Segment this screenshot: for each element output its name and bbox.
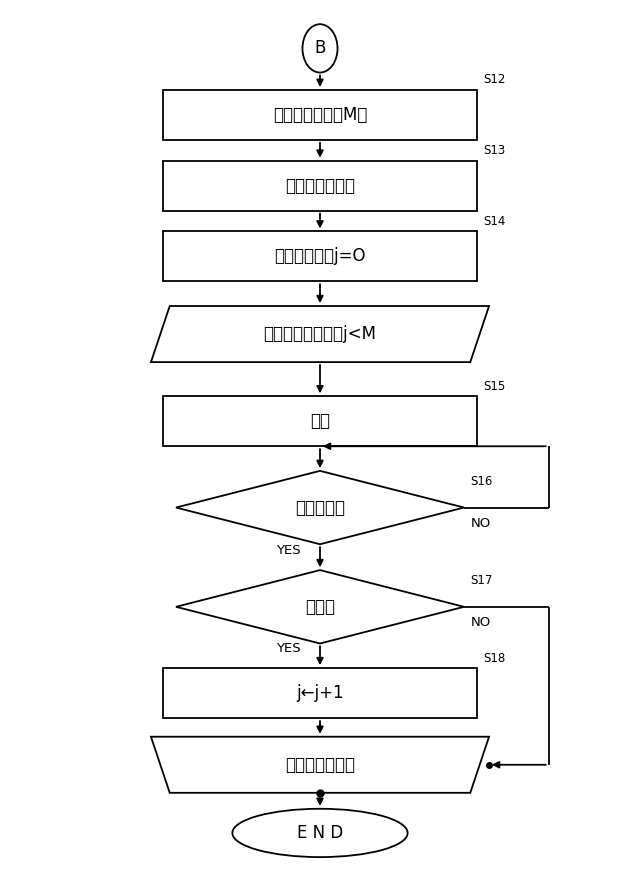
Bar xyxy=(163,668,477,718)
Polygon shape xyxy=(151,737,489,793)
Text: 返答あり？: 返答あり？ xyxy=(295,498,345,517)
Bar xyxy=(163,160,477,210)
Text: YES: YES xyxy=(276,642,301,655)
Text: 優先付け処理　M人: 優先付け処理 M人 xyxy=(273,106,367,124)
Circle shape xyxy=(303,25,337,73)
Text: S17: S17 xyxy=(470,574,493,588)
Bar xyxy=(163,396,477,446)
Text: S16: S16 xyxy=(470,475,493,488)
Text: 優先リスト　j=O: 優先リスト j=O xyxy=(275,247,365,266)
Text: S15: S15 xyxy=(483,380,505,393)
Ellipse shape xyxy=(232,809,408,857)
Text: NO: NO xyxy=(470,517,490,530)
Text: j←j+1: j←j+1 xyxy=(296,684,344,702)
Polygon shape xyxy=(151,306,489,362)
Text: 通知処理ループ　j<M: 通知処理ループ j<M xyxy=(264,325,376,343)
Bar xyxy=(163,89,477,139)
Text: NO: NO xyxy=(470,616,490,629)
Text: 通知: 通知 xyxy=(310,412,330,431)
Text: S18: S18 xyxy=(483,652,505,665)
Polygon shape xyxy=(176,570,464,644)
Polygon shape xyxy=(176,471,464,545)
Text: YES: YES xyxy=(276,544,301,557)
Text: S13: S13 xyxy=(483,144,505,157)
Text: S14: S14 xyxy=(483,215,505,228)
Text: 拒否？: 拒否？ xyxy=(305,598,335,616)
Text: 通知処理ループ: 通知処理ループ xyxy=(285,756,355,774)
Text: E N D: E N D xyxy=(297,824,343,842)
Text: 優先順にソート: 優先順にソート xyxy=(285,176,355,195)
Bar xyxy=(163,232,477,282)
Text: S12: S12 xyxy=(483,74,505,86)
Text: B: B xyxy=(314,39,326,57)
